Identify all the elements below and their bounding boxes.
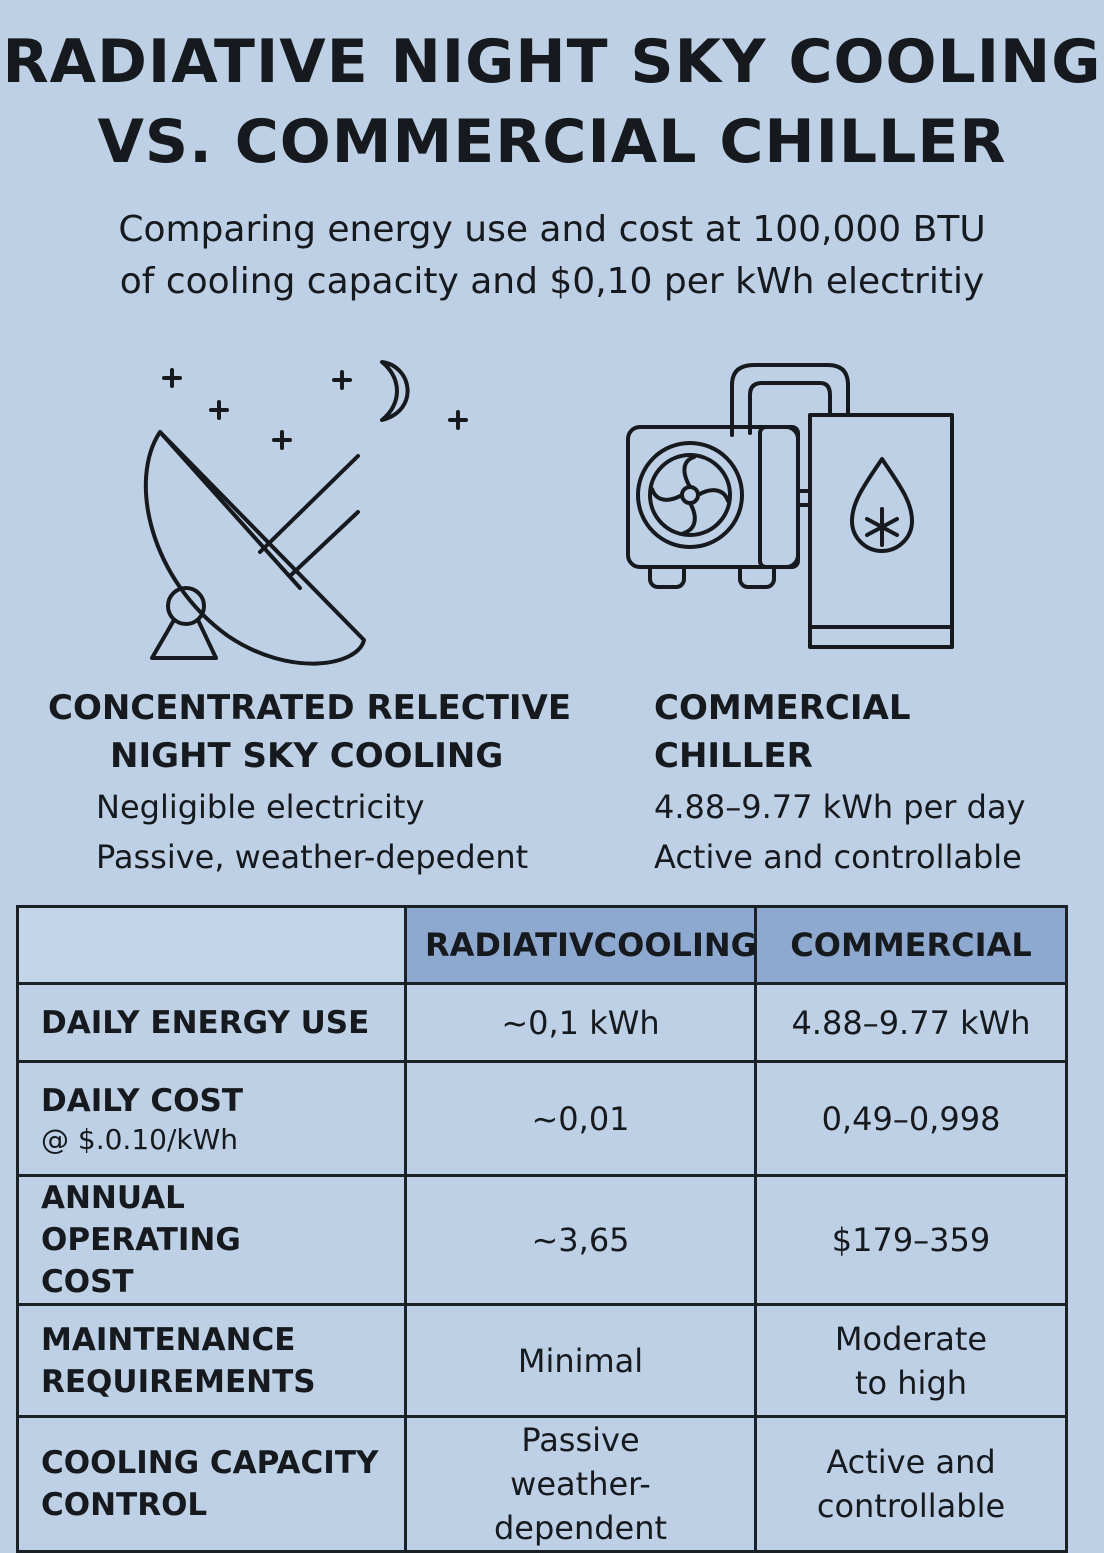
commercial-value-line-1: Active and xyxy=(826,1443,996,1481)
left-heading-line-2: NIGHT SKY COOLING xyxy=(110,736,504,776)
commercial-value-line-1: Moderate xyxy=(834,1319,988,1358)
comparison-table: RADIATIVCOOLING COMMERCIAL DAILY ENERGY … xyxy=(16,905,1068,1553)
table-header-row: RADIATIVCOOLING COMMERCIAL xyxy=(16,905,1068,985)
radiative-value-line-2: weather-dependent xyxy=(493,1465,668,1547)
radiative-value: ~0,1 kWh xyxy=(404,982,757,1063)
left-detail-line-1: Negligible electricity xyxy=(96,788,425,826)
table-row: DAILY COST @ $.0.10/kWh ~0,01 0,49–0,998 xyxy=(16,1060,1068,1177)
row-label-line-2: COST xyxy=(41,1264,134,1300)
left-detail-line-2: Passive, weather-depedent xyxy=(96,838,529,876)
right-detail-line-2: Active and controllable xyxy=(654,838,1022,876)
right-heading-line-2: CHILLER xyxy=(654,736,813,776)
row-label-line-1: COOLING CAPACITY xyxy=(41,1445,379,1481)
commercial-value: 4.88–9.77 kWh xyxy=(754,982,1068,1063)
row-label: ANNUAL OPERATING COST xyxy=(16,1174,407,1306)
left-heading-line-1: CONCENTRATED RELECTIVE xyxy=(48,688,572,728)
radiative-value: ~0,01 xyxy=(404,1060,757,1177)
table-header-blank xyxy=(16,905,407,985)
radiative-value: Passive weather-dependent xyxy=(404,1415,757,1553)
commercial-value: Active and controllable xyxy=(754,1415,1068,1553)
title-line-1: RADIATIVE NIGHT SKY COOLING xyxy=(2,27,1102,97)
row-label: COOLING CAPACITY CONTROL xyxy=(16,1415,407,1553)
subtitle-line-2: of cooling capacity and $0,10 per kWh el… xyxy=(119,261,985,302)
table-header-radiative: RADIATIVCOOLING xyxy=(404,905,757,985)
table-row: MAINTENANCE REQUIREMENTS Minimal Moderat… xyxy=(16,1303,1068,1418)
radiative-value: ~3,65 xyxy=(404,1174,757,1306)
table-row: COOLING CAPACITY CONTROL Passive weather… xyxy=(16,1415,1068,1553)
title-line-2: VS. COMMERCIAL CHILLER xyxy=(97,107,1007,177)
subtitle-line-1: Comparing energy use and cost at 100,000… xyxy=(118,209,986,250)
table-header-commercial: COMMERCIAL xyxy=(754,905,1068,985)
right-heading: COMMERCIAL CHILLER xyxy=(654,684,911,780)
commercial-value: 0,49–0,998 xyxy=(754,1060,1068,1177)
row-label: DAILY COST @ $.0.10/kWh xyxy=(16,1060,407,1177)
right-details: 4.88–9.77 kWh per day Active and control… xyxy=(654,782,1025,882)
right-detail-line-1: 4.88–9.77 kWh per day xyxy=(654,788,1026,826)
row-label-line-1: MAINTENANCE xyxy=(41,1321,296,1358)
commercial-value: $179–359 xyxy=(754,1174,1068,1306)
satellite-dish-night-sky-icon xyxy=(120,340,480,680)
commercial-value-line-2: to high xyxy=(854,1363,968,1402)
radiative-value-line-1: Passive xyxy=(521,1421,640,1459)
row-label-line-1: ANNUAL OPERATING xyxy=(41,1180,241,1258)
page-title: RADIATIVE NIGHT SKY COOLING VS. COMMERCI… xyxy=(0,22,1104,182)
page-subtitle: Comparing energy use and cost at 100,000… xyxy=(0,204,1104,308)
right-heading-line-1: COMMERCIAL xyxy=(654,688,911,728)
commercial-value: Moderate to high xyxy=(754,1303,1068,1418)
left-details: Negligible electricity Passive, weather-… xyxy=(96,782,528,882)
row-label-text: DAILY COST xyxy=(41,1082,243,1119)
left-heading: CONCENTRATED RELECTIVE NIGHT SKY COOLING xyxy=(48,684,571,780)
table-row: ANNUAL OPERATING COST ~3,65 $179–359 xyxy=(16,1174,1068,1306)
row-label: MAINTENANCE REQUIREMENTS xyxy=(16,1303,407,1418)
row-label: DAILY ENERGY USE xyxy=(16,982,407,1063)
commercial-value-line-2: controllable xyxy=(816,1487,1006,1525)
chiller-unit-icon xyxy=(620,355,960,655)
row-label-line-2: REQUIREMENTS xyxy=(41,1363,316,1400)
row-label-note: @ $.0.10/kWh xyxy=(41,1122,239,1156)
row-label-line-2: CONTROL xyxy=(41,1487,208,1523)
table-row: DAILY ENERGY USE ~0,1 kWh 4.88–9.77 kWh xyxy=(16,982,1068,1063)
radiative-value: Minimal xyxy=(404,1303,757,1418)
